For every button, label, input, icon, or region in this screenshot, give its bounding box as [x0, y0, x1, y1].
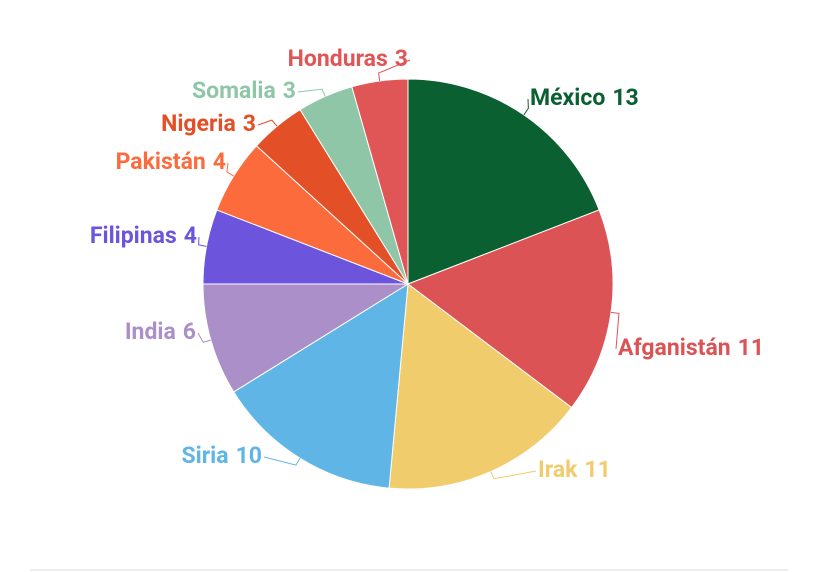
slice-label: Afganistán 11: [618, 334, 764, 361]
label-name: Filipinas: [90, 222, 177, 249]
slice-label: Somalia 3: [192, 77, 296, 104]
label-value: 3: [243, 110, 256, 137]
leader-line: [490, 470, 537, 480]
leader-line: [226, 162, 234, 177]
pie-slice: [351, 78, 409, 285]
slice-label: Pakistán 4: [116, 148, 226, 175]
label-value: 11: [738, 334, 764, 361]
label-name: Afganistán: [618, 334, 731, 361]
label-name: Siria: [182, 442, 229, 469]
label-name: Pakistán: [116, 148, 206, 175]
slice-label: Filipinas 4: [90, 222, 197, 249]
label-value: 6: [183, 318, 196, 345]
label-name: Irak: [538, 456, 578, 483]
pie-slice: [407, 78, 600, 285]
label-name: Somalia: [192, 77, 276, 104]
label-value: 10: [236, 442, 262, 469]
leader-line: [523, 98, 529, 116]
leader-line: [263, 456, 301, 466]
label-name: Nigeria: [161, 110, 236, 137]
label-value: 3: [283, 77, 296, 104]
leader-line: [198, 236, 207, 247]
label-name: México: [530, 84, 605, 111]
label-value: 4: [184, 222, 197, 249]
label-value: 11: [584, 456, 610, 483]
leader-line: [378, 59, 411, 82]
slice-label: India 6: [125, 318, 196, 345]
label-value: 3: [395, 45, 408, 72]
label-name: India: [125, 318, 176, 345]
leader-line: [297, 88, 326, 97]
leader-line: [610, 311, 620, 350]
leader-line: [197, 332, 211, 343]
slice-label: Irak 11: [538, 456, 611, 483]
slice-label: Nigeria 3: [161, 110, 256, 137]
slice-label: Siria 10: [182, 442, 262, 469]
label-value: 13: [612, 84, 638, 111]
slice-label: Honduras 3: [288, 45, 408, 72]
label-value: 4: [213, 148, 226, 175]
slice-label: México 13: [530, 84, 639, 111]
label-name: Honduras: [288, 45, 388, 72]
leader-line: [257, 119, 278, 127]
